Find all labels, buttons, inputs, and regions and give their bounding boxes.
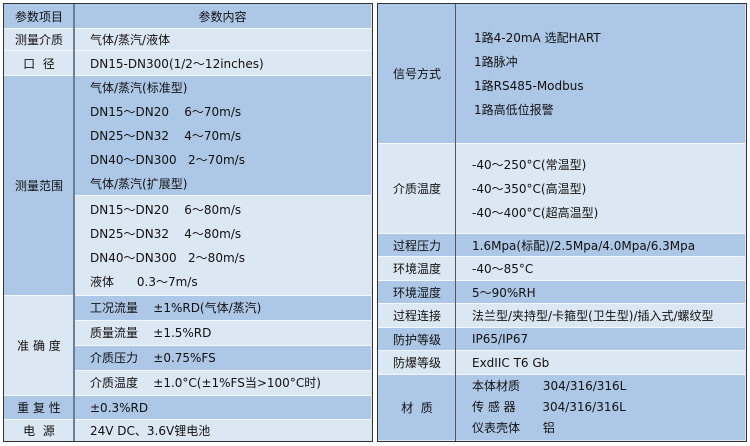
range-line: DN25～DN32 4～70m/s (90, 128, 242, 143)
row-value: 1.6Mpa(标配)/2.5Mpa/4.0Mpa/6.3Mpa (456, 234, 745, 257)
row-value: 法兰型/夹持型/卡箍型(卫生型)/插入式/螺纹型 (456, 304, 745, 328)
column-divider (455, 4, 456, 441)
value-text: -40～85°C (472, 262, 534, 276)
row-label: 过程连接 (378, 304, 456, 328)
signal-line: 1路脉冲 (474, 54, 518, 69)
value-text: 24V DC、3.6V锂电池 (90, 423, 211, 438)
range-line: DN15～DN20 6～70m/s (90, 104, 242, 119)
repeatability-label: 重 复 性 (4, 396, 74, 420)
temp-line: -40～350°C(高温型) (472, 181, 587, 196)
label-text: 测量范围 (14, 179, 63, 193)
value-text: IP65/IP67 (472, 332, 529, 346)
material-line: 仪表壳体 铝 (472, 421, 555, 435)
value-text: 质量流量 ±1.5%RD (90, 326, 212, 340)
power-value: 24V DC、3.6V锂电池 (74, 420, 371, 440)
range-extended: DN15～DN20 6～80m/s DN25～DN32 4～80m/s DN40… (74, 196, 371, 296)
signal-line: 1路高低位报警 (474, 102, 554, 117)
diameter-label: 口 径 (4, 51, 74, 76)
material-label: 材 质 (378, 375, 456, 440)
label-text: 介质温度 (392, 182, 441, 196)
row-label: 环境温度 (378, 257, 456, 281)
label-text: 口 径 (23, 56, 55, 71)
temp-line: -40～250°C(常温型) (472, 157, 587, 172)
repeatability-value: ±0.3%RD (74, 396, 371, 420)
range-line: DN40～DN300 2～70m/s (90, 152, 245, 167)
accuracy-row: 质量流量 ±1.5%RD (74, 321, 371, 346)
label-text: 电 源 (23, 423, 55, 438)
medium-label: 测量介质 (4, 29, 74, 51)
value-text: 介质温度 ±1.0°C(±1%FS当>100°C时) (90, 376, 321, 390)
accuracy-row: 介质压力 ±0.75%FS (74, 346, 371, 371)
medium-temp-label: 介质温度 (378, 144, 456, 234)
signal-line: 1路4-20mA 选配HART (474, 30, 601, 45)
header-item: 参数项目 (4, 4, 74, 29)
range-label: 测量范围 (4, 76, 74, 296)
signal-line: 1路RS485-Modbus (474, 78, 584, 93)
label-text: 材 质 (401, 401, 433, 415)
material-value: 本体材质 304/316/316L 传 感 器 304/316/316L 仪表壳… (456, 375, 745, 440)
temp-line: -40～400°C(超高温型) (472, 205, 599, 220)
value-text: 1.6Mpa(标配)/2.5Mpa/4.0Mpa/6.3Mpa (472, 238, 696, 253)
header-content: 参数内容 (74, 4, 371, 29)
value-text: 法兰型/夹持型/卡箍型(卫生型)/插入式/螺纹型 (472, 309, 714, 323)
label-text: 过程连接 (392, 309, 441, 323)
value-text: 气体/蒸汽/液体 (90, 33, 171, 47)
accuracy-label: 准 确 度 (4, 296, 74, 396)
value-text: DN15-DN300(1/2～12inches) (90, 56, 264, 71)
label-text: 环境温度 (392, 262, 441, 276)
material-line: 本体材质 304/316/316L (472, 379, 627, 393)
value-text: 介质压力 ±0.75%FS (90, 351, 216, 365)
value-text: 5～90%RH (472, 285, 536, 300)
accuracy-row: 介质温度 ±1.0°C(±1%FS当>100°C时) (74, 371, 371, 396)
range-line: 气体/蒸汽(扩展型) (90, 176, 188, 191)
medium-temp-value: -40～250°C(常温型) -40～350°C(高温型) -40～400°C(… (456, 144, 745, 234)
signal-value: 1路4-20mA 选配HART 1路脉冲 1路RS485-Modbus 1路高低… (456, 4, 745, 144)
header-item-text: 参数项目 (14, 9, 63, 24)
label-text: 防爆等级 (392, 356, 441, 370)
range-line: DN40～DN300 2～80m/s (90, 250, 245, 265)
label-text: 过程压力 (392, 238, 441, 253)
range-line: 液体 0.3～7m/s (90, 274, 198, 289)
label-text: 测量介质 (14, 33, 63, 47)
range-line: DN15～DN20 6～80m/s (90, 202, 242, 217)
power-label: 电 源 (4, 420, 74, 440)
accuracy-row: 工况流量 ±1%RD(气体/蒸汽) (74, 296, 371, 321)
diameter-value: DN15-DN300(1/2～12inches) (74, 51, 371, 76)
header-content-text: 参数内容 (198, 9, 247, 24)
column-divider (73, 4, 75, 441)
row-value: ExdIIC T6 Gb (456, 351, 745, 375)
medium-value: 气体/蒸汽/液体 (74, 29, 371, 51)
row-value: 5～90%RH (456, 281, 745, 304)
value-text: ±0.3%RD (90, 400, 149, 415)
row-label: 防护等级 (378, 328, 456, 351)
label-text: 防护等级 (392, 332, 441, 347)
row-label: 过程压力 (378, 234, 456, 257)
range-standard: 气体/蒸汽(标准型) DN15～DN20 6～70m/s DN25～DN32 4… (74, 76, 371, 196)
range-line: 气体/蒸汽(标准型) (90, 80, 188, 95)
material-line: 传 感 器 304/316/316L (472, 400, 626, 414)
label-text: 准 确 度 (17, 339, 61, 353)
row-label: 防爆等级 (378, 351, 456, 375)
left-spec-table: 参数项目 参数内容 测量介质 气体/蒸汽/液体 口 径 DN15-DN300(1… (3, 3, 373, 442)
row-value: IP65/IP67 (456, 328, 745, 351)
row-value: -40～85°C (456, 257, 745, 281)
row-label: 环境湿度 (378, 281, 456, 304)
value-text: 工况流量 ±1%RD(气体/蒸汽) (90, 301, 262, 315)
right-spec-table: 信号方式 1路4-20mA 选配HART 1路脉冲 1路RS485-Modbus… (377, 3, 747, 442)
signal-label: 信号方式 (378, 4, 456, 144)
range-line: DN25～DN32 4～80m/s (90, 226, 242, 241)
label-text: 环境湿度 (392, 285, 441, 300)
value-text: ExdIIC T6 Gb (472, 355, 550, 370)
label-text: 信号方式 (392, 67, 441, 81)
label-text: 重 复 性 (17, 401, 61, 415)
